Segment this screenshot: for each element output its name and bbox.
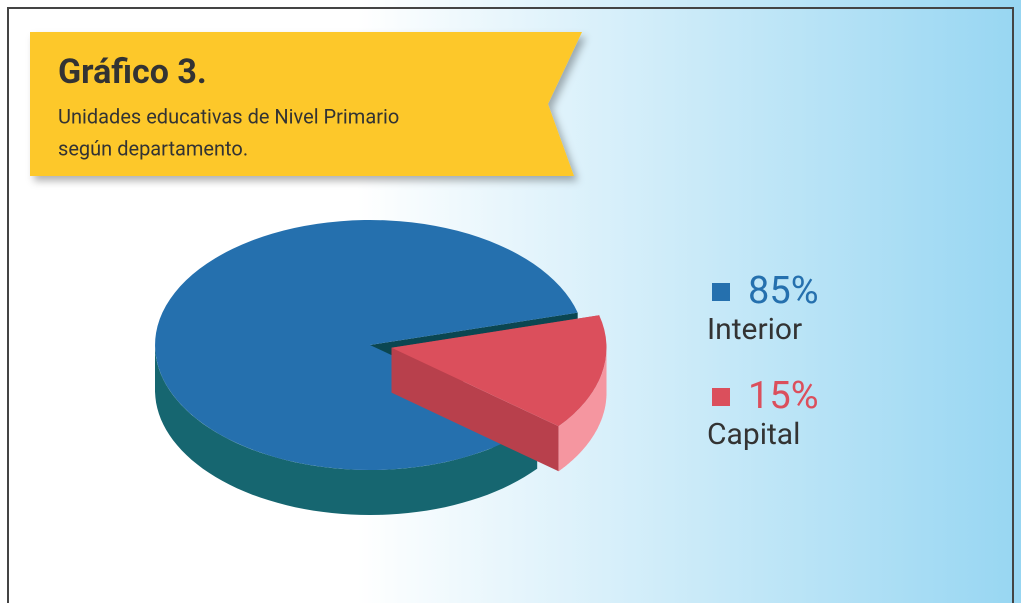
frame	[7, 7, 1014, 603]
pie-slice	[391, 315, 607, 427]
legend-swatch	[712, 388, 730, 406]
slice-side	[558, 348, 607, 472]
legend-swatch	[712, 283, 730, 301]
legend-value: 15%	[748, 374, 819, 418]
slice-cut-face	[391, 347, 559, 472]
title-banner	[30, 32, 582, 176]
legend-value: 85%	[748, 269, 819, 313]
chart-subtitle: Unidades educativas de Nivel Primario	[58, 104, 399, 128]
slice-side	[155, 346, 538, 515]
chart-title: Gráfico 3.	[58, 52, 207, 92]
chart-subtitle: según departamento.	[58, 136, 248, 160]
legend-label: Capital	[707, 417, 800, 452]
legend-label: Interior	[707, 312, 802, 347]
